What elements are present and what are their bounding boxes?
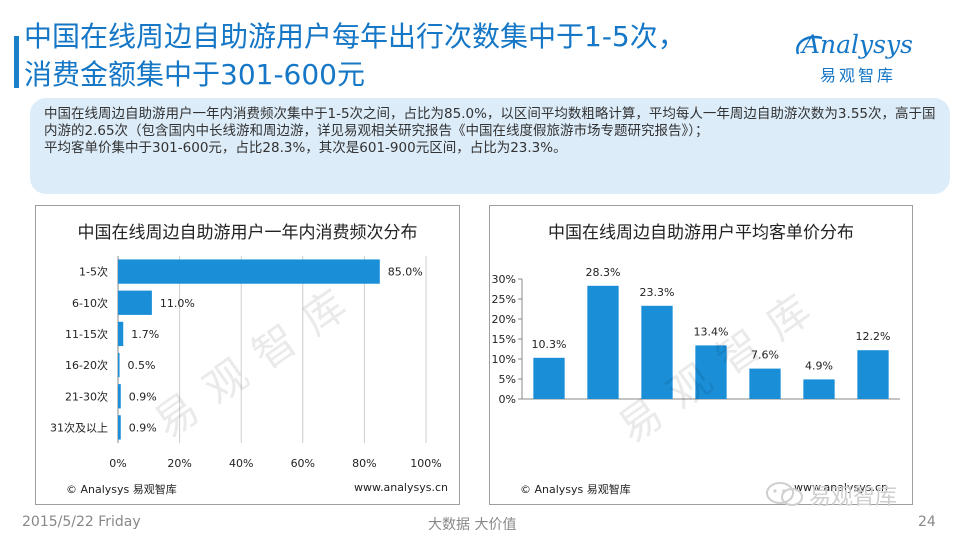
title-line-2: 消费金额集中于301-600元 bbox=[24, 58, 365, 91]
copyright-text: © Analysys 易观智库 bbox=[520, 483, 631, 496]
frequency-bar-chart: 0% 20% 40% 60% 80% 100% 1-5次 85.0% 6-10次 11.0% 11-… bbox=[50, 256, 442, 470]
data-label: 23.3% bbox=[640, 286, 675, 299]
slide-title: 中国在线周边自助游用户每年出行次数集中于1-5次， 消费金额集中于301-600… bbox=[24, 18, 794, 94]
data-label: 10.3% bbox=[532, 338, 567, 351]
data-label: 4.9% bbox=[805, 359, 833, 372]
summary-box: 中国在线周边自助游用户一年内消费频次集中于1-5次之间，占比为85.0%，以区间… bbox=[30, 98, 950, 194]
price-chart-panel: 中国在线周边自助游用户平均客单价分布 0% 5% 10% 15% 20% 25% 30% 10… bbox=[489, 205, 913, 505]
category-label: 21-30次 bbox=[65, 389, 108, 403]
data-label: 11.0% bbox=[160, 297, 195, 310]
bar bbox=[118, 352, 120, 378]
category-label: 1-5次 bbox=[79, 265, 108, 279]
copyright-text: © Analysys 易观智库 bbox=[66, 483, 177, 496]
title-accent-bar bbox=[14, 36, 19, 88]
data-label: 12.2% bbox=[856, 330, 891, 343]
x-tick-label: 40% bbox=[229, 457, 253, 470]
category-label: 6-10次 bbox=[72, 296, 108, 310]
x-tick-label: 100% bbox=[410, 457, 441, 470]
bar bbox=[857, 350, 889, 399]
data-label: 1.7% bbox=[131, 328, 159, 341]
x-tick-label: 20% bbox=[167, 457, 191, 470]
price-chart-title: 中国在线周边自助游用户平均客单价分布 bbox=[548, 223, 854, 243]
category-label: 11-15次 bbox=[65, 327, 108, 341]
data-label: 28.3% bbox=[586, 266, 621, 279]
footer-date: 2015/5/22 Friday bbox=[22, 514, 141, 530]
bar bbox=[641, 305, 673, 399]
category-label: 31次及以上 bbox=[50, 420, 108, 434]
wechat-account-name: 易观智库 bbox=[809, 485, 898, 510]
title-line-1: 中国在线周边自助游用户每年出行次数集中于1-5次， bbox=[24, 20, 686, 53]
bar bbox=[118, 290, 152, 315]
x-tick-label: 0% bbox=[109, 457, 126, 470]
data-label: 0.9% bbox=[129, 421, 157, 434]
price-bar-chart: 0% 5% 10% 15% 20% 25% 30% 10.3% 28.3% 23.3% 13.4% 7… bbox=[492, 266, 900, 406]
summary-paragraph-1: 中国在线周边自助游用户一年内消费频次集中于1-5次之间，占比为85.0%，以区间… bbox=[44, 106, 936, 139]
bar bbox=[118, 415, 121, 440]
bar bbox=[533, 357, 565, 399]
category-label: 16-20次 bbox=[65, 358, 108, 372]
bar bbox=[118, 384, 121, 409]
wechat-badge: 易观智库 bbox=[765, 479, 945, 510]
y-tick-label: 20% bbox=[492, 313, 516, 326]
logo-swoosh-icon bbox=[796, 35, 823, 55]
bar bbox=[118, 259, 380, 284]
data-label: 85.0% bbox=[388, 266, 423, 279]
footer-tagline: 大数据 大价值 bbox=[428, 517, 517, 533]
wechat-icon bbox=[766, 482, 803, 506]
bar bbox=[749, 368, 781, 399]
bar bbox=[695, 345, 727, 399]
frequency-chart-title: 中国在线周边自助游用户一年内消费频次分布 bbox=[77, 223, 418, 243]
y-tick-label: 0% bbox=[499, 393, 516, 406]
summary-paragraph-2: 平均客单价集中于301-600元，占比28.3%，其次是601-900元区间，占… bbox=[44, 140, 567, 156]
y-tick-label: 5% bbox=[499, 373, 516, 386]
y-tick-label: 10% bbox=[492, 353, 516, 366]
y-tick-label: 15% bbox=[492, 333, 516, 346]
logo-wordmark: Analysys bbox=[802, 30, 913, 59]
data-label: 7.6% bbox=[751, 349, 779, 362]
data-label: 0.9% bbox=[129, 390, 157, 403]
x-tick-label: 60% bbox=[291, 457, 315, 470]
bar bbox=[587, 285, 619, 399]
page-number: 24 bbox=[918, 514, 936, 530]
bar bbox=[118, 321, 124, 347]
x-tick-label: 80% bbox=[352, 457, 376, 470]
logo-cn-text: 易观智库 bbox=[820, 66, 897, 85]
site-url: www.analysys.cn bbox=[794, 481, 888, 494]
y-tick-label: 25% bbox=[492, 293, 516, 306]
data-label: 0.5% bbox=[128, 359, 156, 372]
analysys-logo: Analysys 易观智库 bbox=[792, 30, 942, 88]
y-tick-label: 30% bbox=[492, 273, 516, 286]
bar bbox=[803, 379, 835, 399]
data-label: 13.4% bbox=[694, 325, 729, 338]
frequency-chart-panel: 中国在线周边自助游用户一年内消费频次分布 0% 20% 40% 60% 80% 100% 1… bbox=[35, 205, 460, 505]
site-url: www.analysys.cn bbox=[354, 481, 448, 494]
